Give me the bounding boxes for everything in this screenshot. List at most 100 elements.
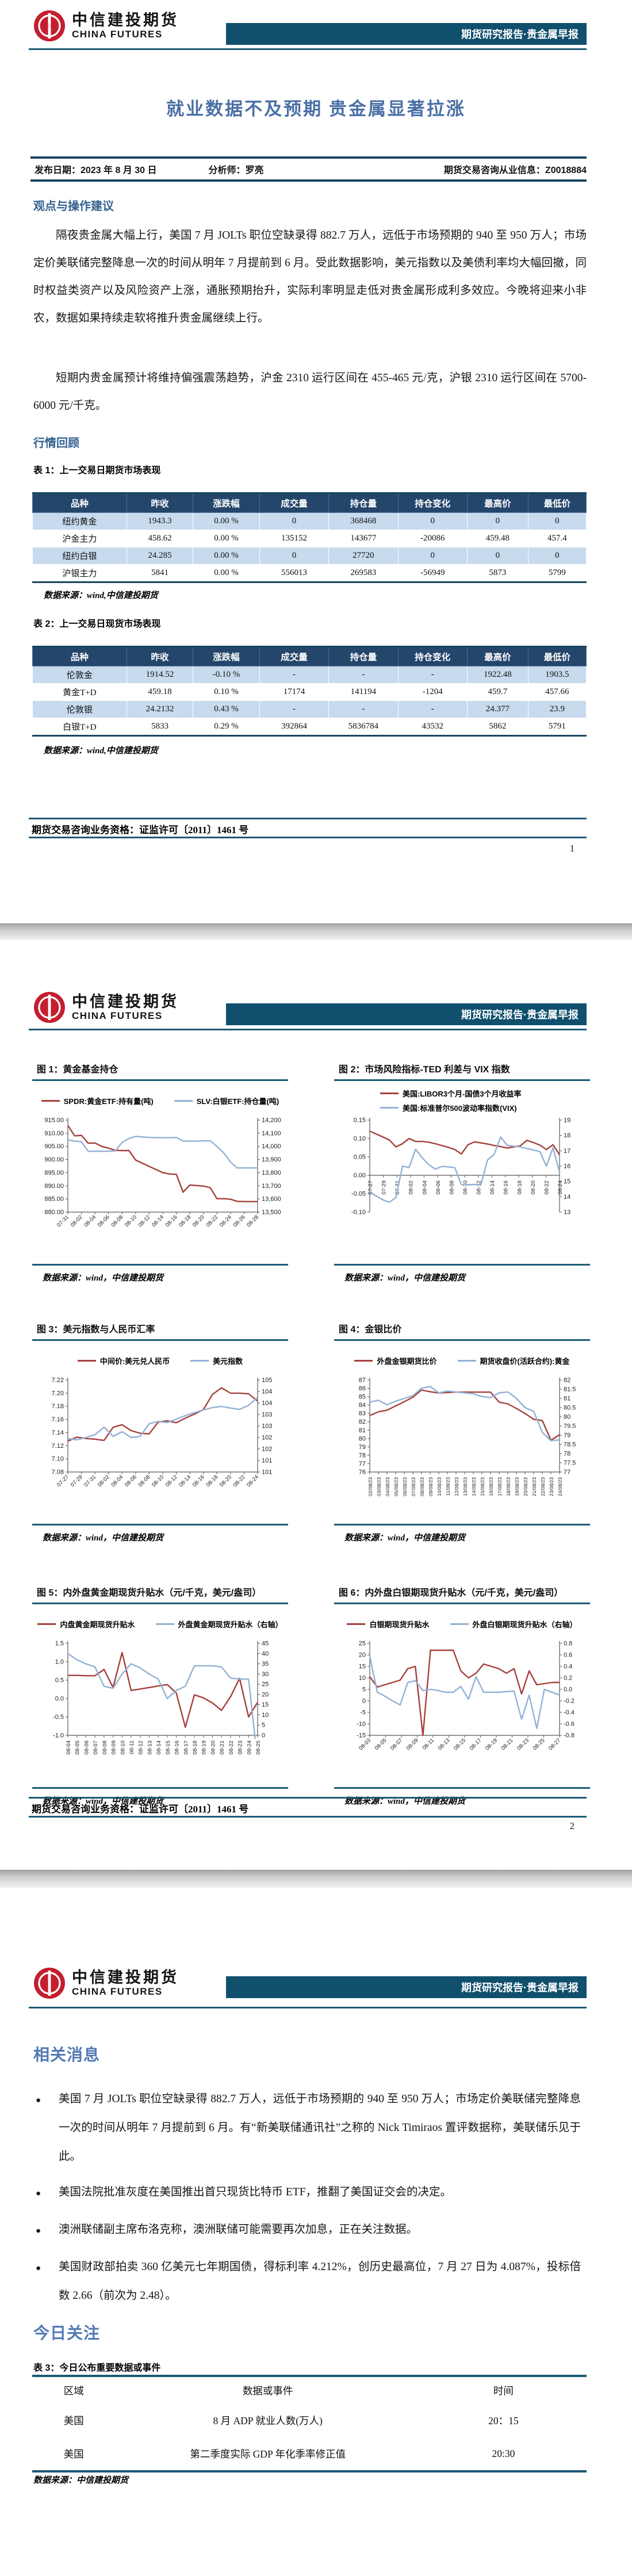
column-header: 最高价	[466, 646, 528, 666]
x-axis-label: 08-14	[156, 1741, 162, 1754]
x-axis-label: 08-07	[93, 1741, 99, 1754]
series-line	[369, 1655, 560, 1730]
table-row: 沪银主力 5841 0.00 % 556013 269583 -56949 5873 5799	[32, 564, 587, 582]
publish-date: 发布日期：2023 年 8 月 30 日	[35, 166, 157, 175]
x-axis-label: 07-27	[56, 1474, 70, 1488]
legend-label: 白银期现货升贴水	[369, 1620, 430, 1629]
y-axis-left-label: 880.00	[44, 1209, 64, 1216]
table3-caption: 表 3：今日公布重要数据或事件	[33, 2363, 161, 2373]
y-axis-left-label: 7.08	[52, 1469, 64, 1476]
data-source: 数据来源：wind，中信建投期货	[334, 1264, 590, 1283]
y-axis-left-label: 0.15	[354, 1117, 366, 1124]
legend-swatch	[41, 1099, 60, 1102]
x-axis-label: 08-20	[210, 1741, 216, 1754]
table-cell: 459.7	[466, 683, 528, 701]
table-cell: 457.4	[527, 530, 587, 547]
table-cell: 43532	[397, 718, 468, 736]
y-axis-right-label: 104	[262, 1389, 272, 1396]
x-axis-label: 08-13	[437, 1737, 451, 1751]
legend-label: 美国:标准普尔500波动率指数(VIX)	[403, 1104, 517, 1113]
table-cell: 20：15	[488, 2414, 519, 2426]
x-axis-label: 08-14	[151, 1214, 165, 1228]
brand-name-en: CHINA FUTURES	[72, 1986, 163, 1997]
legend-label: 外盘黄金期现货升贴水（右轴）	[178, 1620, 283, 1629]
column-header: 最低价	[527, 646, 587, 666]
x-axis-label: 08-20	[530, 1180, 537, 1194]
table-cell: 24.377	[466, 700, 528, 718]
y-axis-left-label: 7.16	[52, 1416, 64, 1423]
y-axis-right-label: 77.5	[564, 1460, 576, 1467]
x-axis-label: 08-06	[124, 1474, 138, 1488]
bullet-icon: ●	[36, 2189, 41, 2198]
legend-swatch	[155, 1623, 174, 1625]
spot-market-table: 品种 昨收 涨跌幅 成交量 持仓量 持仓变化 最高价 最低价 伦敦金 1914.52 -0.10 %…	[32, 646, 587, 737]
y-axis-right-label: 0.4	[564, 1663, 572, 1670]
table-cell: 5791	[527, 718, 587, 736]
events-table: 区域 数据或事件 时间 美国 8 月 ADP 就业人数(万人) 20：15 美国 第二季度实际…	[32, 2375, 587, 2472]
table-cell: -	[328, 666, 399, 684]
series-line	[67, 1653, 256, 1739]
y-axis-left-label: 895.00	[44, 1170, 64, 1176]
y-axis-right-label: 81.5	[564, 1386, 576, 1393]
y-axis-left-label: 0.00	[354, 1172, 366, 1179]
y-axis-left-label: 82	[359, 1419, 366, 1425]
x-axis-label: 19/08/23	[514, 1477, 520, 1496]
y-axis-right-label: 13,600	[262, 1196, 281, 1203]
table-cell: 459.18	[126, 683, 194, 701]
meta-divider-top	[30, 156, 587, 159]
x-axis-label: 08-20	[191, 1214, 206, 1228]
section-heading-news: 相关消息	[33, 2046, 101, 2064]
company-logo: 中信建投期货 CHINA FUTURES	[33, 991, 179, 1024]
y-axis-right-label: 102	[262, 1435, 272, 1442]
y-axis-left-label: 915.00	[44, 1117, 64, 1124]
x-axis-label: 02/08/23	[367, 1477, 373, 1496]
table-cell: 8 月 ADP 就业人数(万人)	[213, 2414, 323, 2426]
series-line	[369, 1649, 560, 1736]
y-axis-left-label: 25	[359, 1640, 366, 1647]
chart-title: 图 1：黄金基金持仓	[32, 1061, 288, 1081]
x-axis-label: 17/08/23	[497, 1477, 503, 1496]
column-header: 时间	[493, 2385, 514, 2397]
brand-name-cn: 中信建投期货	[72, 993, 179, 1010]
y-axis-right-label: 77	[564, 1469, 570, 1476]
x-axis-label: 08-05	[374, 1737, 388, 1751]
x-axis-label: 08-05	[75, 1741, 81, 1754]
legend-swatch	[347, 1623, 366, 1625]
y-axis-right-label: 0.2	[564, 1675, 572, 1682]
table-cell: 5836784	[328, 718, 399, 736]
x-axis-label: 08-08	[102, 1741, 108, 1754]
x-axis-label: 08-22	[543, 1180, 550, 1194]
x-axis-label: 23/08/23	[549, 1477, 554, 1496]
column-header: 持仓变化	[397, 493, 468, 513]
bullet-text: 美国财政部拍卖 360 亿美元七年期国债，得标利率 4.212%，创历史最高位，…	[59, 2261, 581, 2302]
table-cell: 伦敦金	[32, 666, 127, 684]
y-axis-left-label: 20	[359, 1652, 366, 1659]
y-axis-right-label: 102	[262, 1446, 272, 1453]
chart-legend: 外盘金银期货比价 期货收盘价(活跃合约):黄金	[334, 1348, 590, 1373]
x-axis-label: 08-04	[110, 1474, 124, 1488]
x-axis-label: 21/08/23	[531, 1477, 537, 1496]
y-axis-right-label: 78.5	[564, 1442, 576, 1448]
y-axis-right-label: 104	[262, 1400, 272, 1407]
y-axis-left-label: 0.0	[55, 1696, 64, 1703]
y-axis-right-label: 103	[262, 1423, 272, 1430]
column-header: 涨跌幅	[193, 493, 260, 513]
x-axis-label: 03/08/23	[376, 1477, 382, 1496]
y-axis-right-label: 103	[262, 1412, 272, 1419]
table-cell: 20:30	[492, 2447, 515, 2459]
y-axis-left-label: 81	[359, 1427, 366, 1434]
chart-block: 图 3：美元指数与人民币汇率 中间价:美元兑人民币 美元指数 7.22 7.20 7.18…	[32, 1321, 288, 1543]
table-row: 美国 第二季度实际 GDP 年化季率修正值 20:30	[32, 2437, 587, 2471]
y-axis-left-label: 0.05	[354, 1154, 366, 1161]
data-source: 数据来源：wind，中信建投期货	[32, 1787, 288, 1807]
x-axis-label: 07-29	[70, 1474, 84, 1488]
series-line	[369, 1136, 560, 1203]
viewpoint-paragraph-1: 隔夜贵金属大幅上行，美国 7 月 JOLTs 职位空缺录得 882.7 万人，远…	[33, 229, 587, 324]
table-row: 伦敦银 24.2132 0.43 % - - -24.377 23.9	[32, 700, 587, 718]
y-axis-left-label: 0.10	[354, 1136, 366, 1143]
y-axis-left-label: 7.10	[52, 1456, 64, 1463]
column-header: 成交量	[259, 646, 330, 666]
legend-item: 中间价:美元兑人民币	[77, 1355, 170, 1366]
x-axis-label: 08-16	[174, 1741, 181, 1754]
table-cell: 143677	[328, 530, 399, 547]
